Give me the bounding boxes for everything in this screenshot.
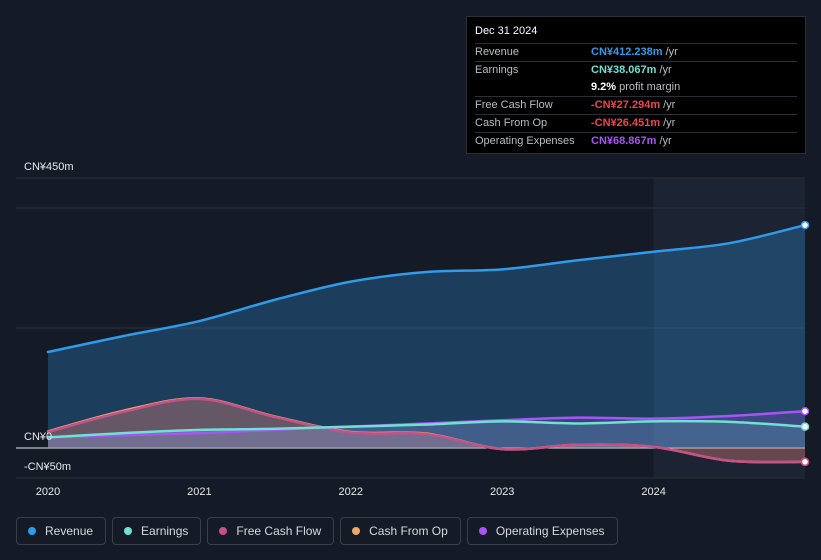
tooltip-unit: /yr	[659, 135, 672, 147]
y-label-bottom: -CN¥50m	[24, 461, 71, 473]
earnings-dot-icon	[124, 527, 133, 535]
series-areas	[48, 225, 805, 463]
tooltip-unit: /yr	[665, 46, 678, 58]
operating-expenses-end-marker	[800, 406, 810, 416]
free-cash-flow-dot-icon	[219, 527, 228, 535]
tooltip-value: 9.2%	[591, 81, 617, 93]
operating-expenses-dot-icon	[478, 527, 487, 535]
tooltip-row-revenue: Revenue CN¥412.238m /yr	[475, 43, 797, 61]
tooltip-row-earnings: Earnings CN¥38.067m /yr	[475, 61, 797, 79]
tooltip-value: CN¥412.238m	[591, 46, 663, 58]
legend-label: Free Cash Flow	[236, 524, 322, 538]
cash-from-op-dot-icon	[352, 527, 361, 535]
legend-item-earnings[interactable]: Earnings	[112, 517, 202, 545]
legend-label: Operating Expenses	[495, 524, 605, 538]
free-cash-flow-end-marker	[800, 457, 810, 467]
tooltip-value: -CN¥27.294m	[591, 99, 661, 111]
revenue-area	[48, 225, 805, 448]
tooltip-label: Earnings	[475, 64, 519, 76]
series-end-markers	[800, 220, 810, 467]
tooltip-label: Free Cash Flow	[475, 99, 553, 111]
revenue-line	[46, 223, 807, 354]
tooltip-row-profit-margin: 9.2% profit margin	[475, 79, 797, 96]
earnings-end-marker	[800, 422, 810, 431]
tooltip-value: CN¥68.867m	[591, 135, 657, 147]
free-cash-flow-area	[48, 398, 805, 463]
cash-from-op-area	[48, 398, 805, 463]
tooltip-label: Operating Expenses	[475, 135, 575, 147]
series-lines	[46, 223, 807, 464]
tooltip-unit: /yr	[663, 99, 676, 111]
earnings-line	[46, 419, 807, 439]
tooltip-label: Cash From Op	[475, 117, 548, 129]
data-tooltip: Dec 31 2024 Revenue CN¥412.238m /yr Earn…	[466, 16, 806, 154]
tooltip-unit: /yr	[663, 117, 676, 129]
x-tick-label: 2021	[187, 486, 211, 498]
tooltip-unit: profit margin	[619, 81, 681, 93]
x-axis-ticks: 2020 2021 2022 2023 2024	[36, 486, 666, 498]
tooltip-label: Revenue	[475, 46, 520, 58]
x-tick-label: 2020	[36, 486, 60, 498]
revenue-end-marker	[800, 220, 810, 230]
tooltip-unit: /yr	[659, 64, 672, 76]
x-tick-label: 2022	[339, 486, 363, 498]
tooltip-row-cash-from-op: Cash From Op -CN¥26.451m /yr	[475, 114, 797, 132]
tooltip-row-free-cash-flow: Free Cash Flow -CN¥27.294m /yr	[475, 96, 797, 114]
tooltip-row-operating-expenses: Operating Expenses CN¥68.867m /yr	[475, 132, 797, 150]
legend: Revenue Earnings Free Cash Flow Cash Fro…	[16, 517, 618, 547]
tooltip-label	[475, 79, 591, 96]
operating-expenses-area	[48, 411, 805, 448]
free-cash-flow-line	[46, 397, 807, 464]
legend-label: Cash From Op	[369, 524, 448, 538]
tooltip-date: Dec 31 2024	[475, 25, 538, 37]
legend-item-free-cash-flow[interactable]: Free Cash Flow	[207, 517, 335, 545]
grid-lines	[16, 177, 805, 479]
x-tick-label: 2024	[641, 486, 665, 498]
tooltip-value: CN¥38.067m	[591, 64, 657, 76]
legend-label: Revenue	[45, 524, 94, 538]
legend-label: Earnings	[141, 524, 189, 538]
legend-item-operating-expenses[interactable]: Operating Expenses	[466, 517, 618, 545]
x-tick-label: 2023	[490, 486, 514, 498]
tooltip-value: -CN¥26.451m	[591, 117, 661, 129]
revenue-dot-icon	[28, 527, 36, 535]
legend-item-revenue[interactable]: Revenue	[16, 517, 107, 545]
legend-item-cash-from-op[interactable]: Cash From Op	[340, 517, 461, 545]
y-label-top: CN¥450m	[24, 161, 74, 173]
y-label-zero: CN¥0	[24, 431, 52, 443]
